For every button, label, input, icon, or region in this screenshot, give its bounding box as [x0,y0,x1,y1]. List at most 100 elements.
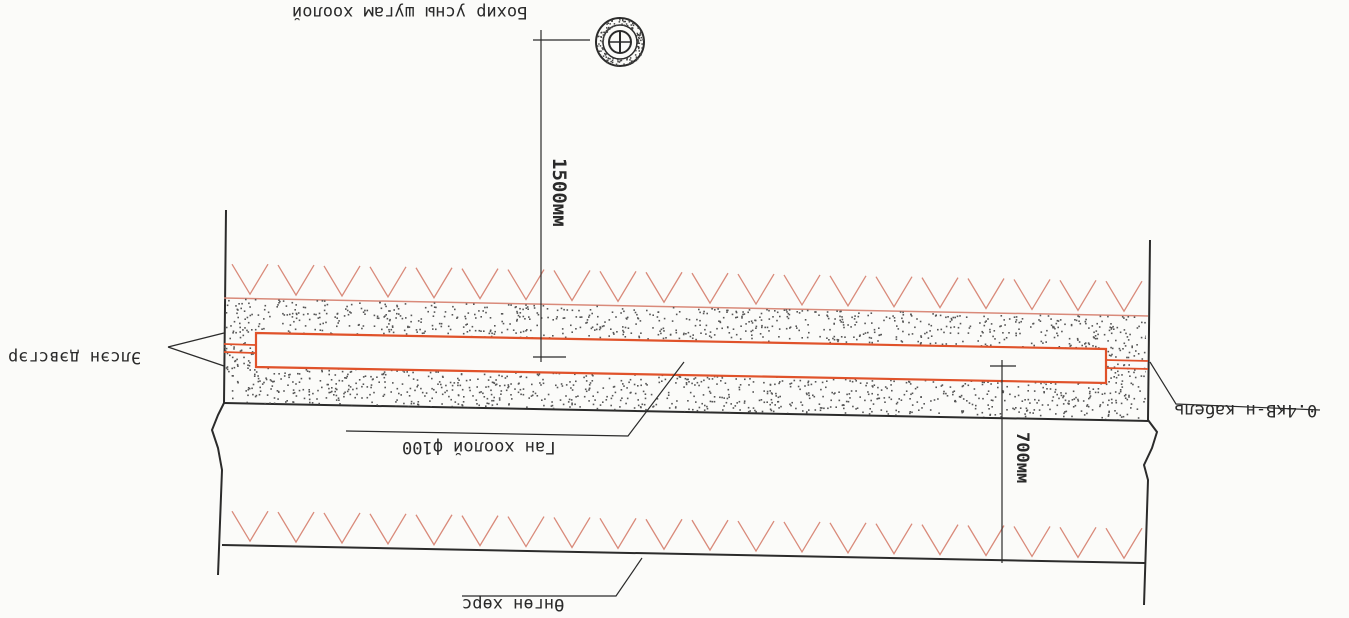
sand-speckle [959,322,962,325]
sand-speckle [988,408,990,410]
sand-speckle [868,341,871,344]
pipe-speckle [635,57,638,60]
sand-speckle [325,312,328,315]
sand-speckle [945,343,948,345]
hatch-mark [1105,527,1143,560]
sand-speckle [808,409,810,411]
sand-speckle [454,308,456,311]
sand-speckle [507,385,510,388]
sand-speckle [969,325,972,328]
sand-speckle [265,377,267,379]
sand-speckle [410,314,413,317]
sand-speckle [384,381,386,383]
pipe-speckle [611,26,613,29]
sand-speckle [927,337,930,339]
sand-speckle [747,410,750,413]
sand-speckle [472,395,474,397]
sand-speckle [588,384,591,386]
sand-speckle [284,372,286,374]
hatch-mark [1105,280,1143,313]
sand-speckle [763,381,765,384]
sand-speckle [541,399,543,401]
sand-speckle [812,394,814,397]
sand-speckle [752,381,755,383]
hatch-mark [461,515,499,547]
sand-speckle [929,342,932,345]
sand-speckle [355,387,358,390]
sand-speckle [728,332,731,334]
sand-speckle [594,399,596,401]
sand-speckle [486,402,488,405]
sand-speckle [999,413,1002,415]
sand-speckle [638,335,640,338]
hatch-mark [875,523,913,555]
sand-speckle [277,398,279,400]
sand-speckle [392,331,395,334]
sand-speckle [992,399,994,402]
sand-speckle [785,327,788,330]
sand-speckle [775,395,777,397]
sand-speckle [1118,392,1121,395]
sand-speckle [788,313,791,316]
sand-speckle [585,322,587,324]
sand-speckle [1017,394,1020,397]
sand-speckle [323,300,326,302]
sand-speckle [835,406,837,408]
sand-speckle [692,408,694,411]
sand-speckle [336,388,338,391]
sand-speckle [313,313,316,316]
sand-speckle [595,328,598,331]
pipe-speckle [632,24,635,27]
sand-speckle [735,316,737,319]
pipe-speckle [637,39,639,41]
sand-speckle [575,316,578,318]
sand-speckle [620,312,622,314]
sand-speckle [1107,413,1110,416]
sand-speckle [552,335,554,337]
sand-speckle [232,332,234,334]
sand-speckle [238,303,240,305]
sand-speckle [295,312,298,315]
sand-speckle [1139,390,1141,392]
sand-speckle [289,331,291,334]
sand-speckle [424,330,426,333]
sand-speckle [1124,393,1127,396]
sand-speckle [347,373,349,376]
hatch-mark [967,278,1005,310]
sand-speckle [492,381,495,384]
sand-speckle [808,331,810,334]
sand-speckle [682,333,685,336]
pipe-speckle [623,24,625,26]
sand-speckle [960,394,963,397]
sand-speckle [1126,413,1129,416]
sand-speckle [395,401,397,403]
pipe-speckle [609,23,611,25]
sand-speckle [1129,333,1131,336]
sand-speckle [1141,321,1143,324]
sand-speckle [404,303,407,305]
sand-speckle [585,390,588,393]
sand-speckle [410,320,412,323]
sand-speckle [742,313,744,316]
sand-speckle [564,336,567,339]
sand-speckle [806,411,808,413]
sand-speckle [461,388,464,391]
sand-speckle [396,312,398,315]
sand-speckle [1053,336,1056,339]
sand-speckle [685,382,688,384]
sand-speckle [888,396,891,399]
sand-speckle [443,315,446,318]
sand-speckle [1032,322,1035,325]
sand-speckle [491,381,494,384]
sand-speckle [433,388,435,391]
sand-speckle [905,381,908,384]
sand-speckle [1113,366,1116,368]
sand-speckle [298,373,301,375]
pipe-speckle [612,25,615,27]
sand-speckle [719,321,722,324]
sand-speckle [1113,376,1115,378]
sand-speckle [321,386,323,389]
sand-speckle [1058,346,1061,348]
sand-speckle [829,406,832,408]
sand-speckle [247,364,249,366]
